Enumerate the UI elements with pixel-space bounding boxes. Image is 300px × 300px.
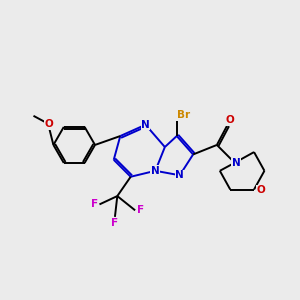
- Text: Br: Br: [177, 110, 190, 120]
- Text: N: N: [151, 166, 160, 176]
- Text: O: O: [256, 185, 265, 195]
- Text: N: N: [141, 120, 150, 130]
- Text: N: N: [232, 158, 240, 168]
- Text: F: F: [91, 200, 98, 209]
- Text: F: F: [111, 218, 118, 228]
- Text: O: O: [226, 115, 235, 125]
- Text: O: O: [45, 119, 53, 129]
- Text: F: F: [137, 205, 144, 215]
- Text: N: N: [175, 170, 184, 180]
